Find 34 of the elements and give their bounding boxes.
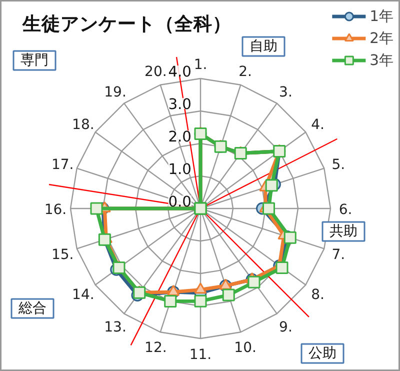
legend-label: 2年 xyxy=(370,28,394,48)
spoke-label: 7. xyxy=(332,246,346,263)
spoke-label: 9. xyxy=(279,319,292,336)
spoke-label: 20. xyxy=(144,64,167,80)
spoke-label: 1. xyxy=(194,57,208,73)
text: 公助 xyxy=(308,346,336,362)
y-tick-label: 2.0 xyxy=(168,128,192,146)
spoke-label: 11. xyxy=(189,347,212,363)
y-tick-label: 4.0 xyxy=(168,64,192,80)
spoke-label: 18. xyxy=(72,116,94,133)
spoke-label: 17. xyxy=(51,157,74,174)
spoke-label: 4. xyxy=(311,116,324,133)
spoke-label: 6. xyxy=(338,202,352,218)
spoke-label: 8. xyxy=(311,287,324,304)
spoke-label: 14. xyxy=(72,287,94,304)
spoke-label: 13. xyxy=(104,319,126,336)
spoke-label: 16. xyxy=(44,202,67,218)
text: 共助 xyxy=(330,224,358,240)
spoke-label: 3. xyxy=(279,84,292,101)
text: 専門 xyxy=(20,52,48,68)
legend-label: 1年 xyxy=(370,6,394,26)
spoke-label: 19. xyxy=(104,84,126,101)
y-tick-label: 0.0 xyxy=(168,194,192,210)
spoke-label: 15. xyxy=(51,246,74,263)
chart-title: 生徒アンケート（全科） xyxy=(22,13,232,35)
y-tick-label: 3.0 xyxy=(168,96,192,113)
y-tick-label: 1.0 xyxy=(168,161,192,178)
spoke-label: 5. xyxy=(332,157,346,174)
spoke-label: 10. xyxy=(234,340,256,356)
text: 自助 xyxy=(250,38,278,54)
legend-label: 3年 xyxy=(370,50,394,70)
text: 総合 xyxy=(18,300,46,316)
spoke-label: 12. xyxy=(144,340,167,356)
spoke-label: 2. xyxy=(238,64,252,80)
